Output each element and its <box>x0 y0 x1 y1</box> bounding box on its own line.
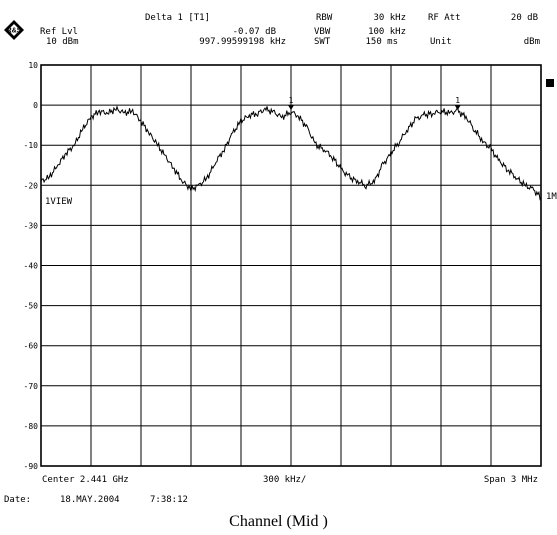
y-tick-label: -20 <box>24 181 39 190</box>
div-per-x: 300 kHz/ <box>263 475 306 485</box>
y-tick-label: -30 <box>24 221 39 230</box>
rs-logo-icon: R&S <box>4 20 24 40</box>
delta-db: -0.07 dB <box>233 27 276 37</box>
ref-lvl-value: 10 dBm <box>46 37 79 47</box>
swt-label: SWT <box>314 37 331 47</box>
y-tick-label: -10 <box>24 141 39 150</box>
y-tick-labels: 10 0 -10 -20 -30 -40 -50 -60 -70 -80 -90 <box>24 61 39 471</box>
rbw-label: RBW <box>316 13 333 23</box>
trace-view-label: 1VIEW <box>45 197 73 207</box>
date-label: Date: <box>4 495 31 505</box>
y-tick-label: -50 <box>24 302 39 311</box>
y-tick-label: -80 <box>24 422 39 431</box>
marker-label: 1 <box>455 96 460 105</box>
center-freq: Center 2.441 GHz <box>42 475 129 485</box>
figure-caption: Channel (Mid ) <box>229 513 328 530</box>
y-tick-label: -90 <box>24 462 39 471</box>
date-value: 18.MAY.2004 <box>60 495 120 505</box>
rbw-value: 30 kHz <box>373 13 406 23</box>
vbw-value: 100 kHz <box>368 27 406 37</box>
logo-text: R&S <box>7 28 22 35</box>
y-tick-label: -60 <box>24 342 39 351</box>
right-square-marker <box>546 79 554 87</box>
swt-value: 150 ms <box>365 37 398 47</box>
y-tick-label: 0 <box>33 101 38 110</box>
marker-label: 1 <box>289 96 294 105</box>
rf-att-value: 20 dB <box>511 13 538 23</box>
grid <box>41 65 541 466</box>
marker-triangle <box>288 105 294 111</box>
delta-label: Delta 1 [T1] <box>145 13 210 23</box>
right-marker-label: 1M <box>546 192 557 202</box>
delta-freq: 997.99599198 kHz <box>199 37 286 47</box>
vbw-label: VBW <box>314 27 331 37</box>
unit-value: dBm <box>524 37 540 47</box>
time-value: 7:38:12 <box>150 495 188 505</box>
rf-att-label: RF Att <box>428 13 461 23</box>
marker-triangle <box>454 105 461 111</box>
span-label: Span 3 MHz <box>484 475 538 485</box>
y-tick-label: 10 <box>28 61 38 70</box>
y-tick-label: -40 <box>24 262 39 271</box>
y-tick-label: -70 <box>24 382 39 391</box>
unit-label: Unit <box>430 37 452 47</box>
ref-lvl-label: Ref Lvl <box>40 27 78 37</box>
